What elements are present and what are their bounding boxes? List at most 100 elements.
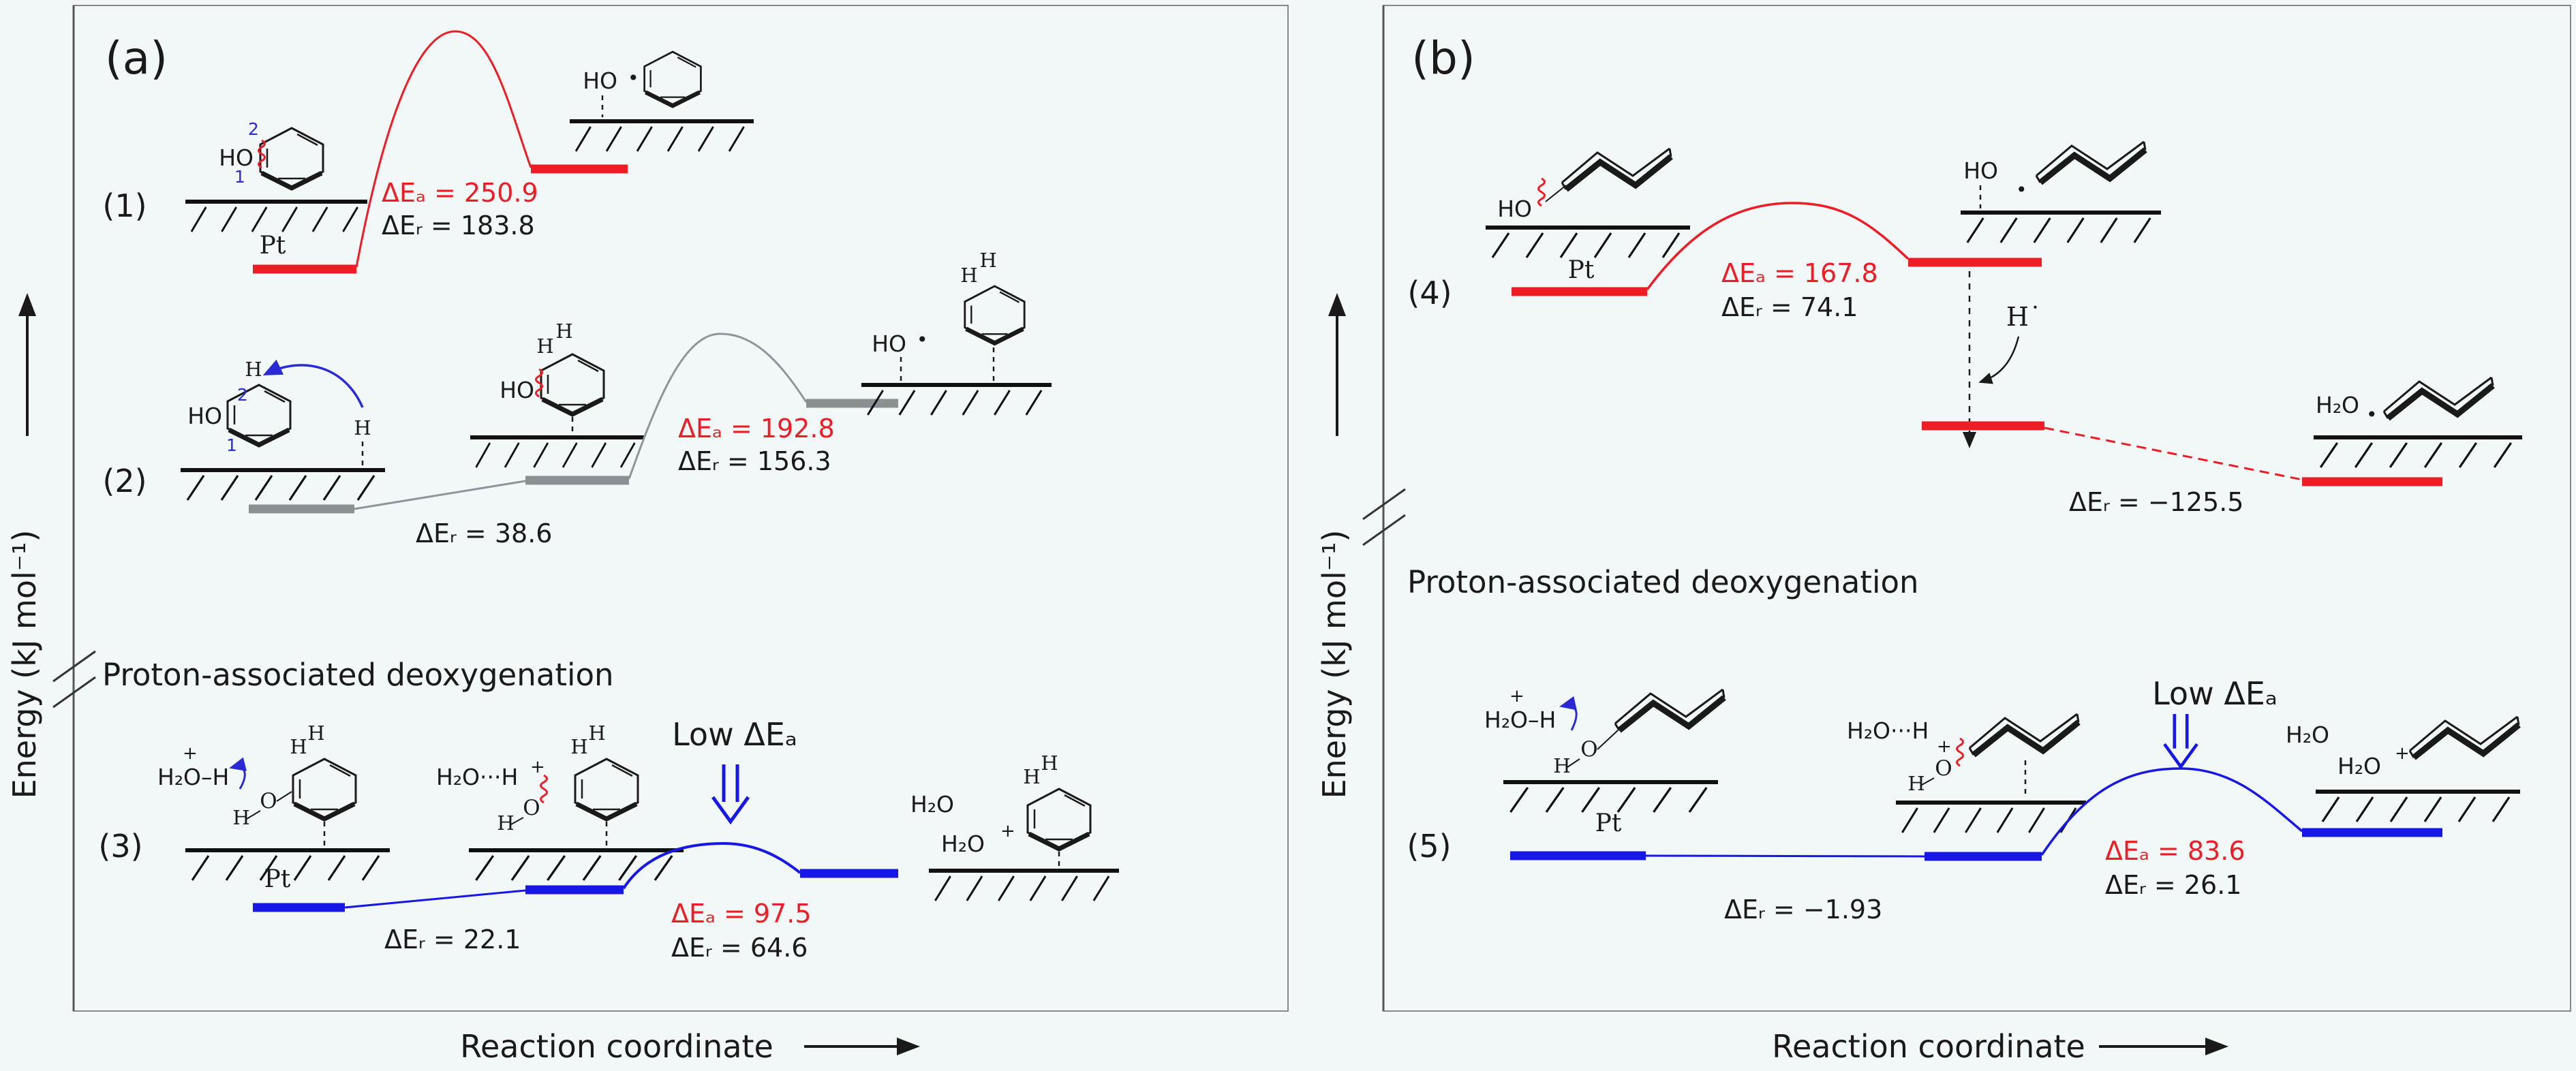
r2-barrier-curve [628, 332, 808, 480]
r2-ho-label: HO [187, 403, 222, 429]
r2-reactant-structure: HO H 2 1 H [181, 358, 385, 500]
r5-ea-value: ΔEₐ = 83.6 [2105, 836, 2245, 866]
bond [1545, 185, 1567, 202]
r2-ea-value: ΔEₐ = 192.8 [678, 414, 835, 444]
ring-icon [1028, 789, 1090, 849]
r1-prod-ho-label: HO [583, 67, 617, 94]
panel-b-energy-axis-label: Energy (kJ mol⁻¹) [1316, 530, 1353, 799]
pt-surface-icon [469, 850, 684, 880]
r3-int-h2: H [588, 721, 605, 745]
r2-prod-h1: H [960, 264, 977, 287]
bond [276, 791, 292, 802]
r1-site-1: 1 [234, 167, 245, 187]
pt-surface-icon [470, 437, 644, 467]
r3-ring-h1: H [290, 735, 307, 758]
r3-oh-h-label: H [232, 806, 249, 829]
r5-product-structure: H₂O H₂O + [2286, 717, 2520, 822]
r3-prod-plus: + [1000, 821, 1015, 841]
benzene-ring-icon [260, 128, 323, 188]
r5-water-hb-label: H₂O···H [1847, 717, 1929, 744]
r3-h2-label: H [497, 811, 514, 835]
r4-int-ho-label: HO [1963, 157, 1998, 184]
reaction-axis-arrowhead-icon [2205, 1038, 2228, 1055]
r3-prod-h2o-bottom: H₂O [941, 831, 985, 857]
r1-ho-label: HO [219, 144, 254, 171]
pt-surface-icon [1896, 803, 2086, 833]
h-removal-arrowhead-icon [1963, 432, 1976, 448]
r3-low-ea-annotation: Low ΔEₐ [672, 716, 797, 753]
r4-prod-radical-dot: • [2366, 403, 2378, 426]
r4-ea-value: ΔEₐ = 167.8 [1721, 258, 1878, 288]
panel-a-axis-break [52, 650, 96, 709]
panel-b-energy-axis: Energy (kJ mol⁻¹) [1316, 293, 1353, 798]
r4-prod-h2o-label: H₂O [2316, 392, 2359, 418]
pt-surface-icon [2314, 437, 2522, 467]
r2-int-h1: H [536, 335, 553, 358]
pt-surface-icon [929, 871, 1119, 901]
r4-er-value: ΔEᵣ = 74.1 [1721, 292, 1858, 322]
r5-intermediate-structure: H₂O···H + O H [1847, 714, 2086, 833]
panel-a-reaction-axis: Reaction coordinate [460, 1028, 920, 1065]
r4-ho-label: HO [1497, 196, 1532, 222]
pt-surface-icon [2316, 792, 2520, 822]
r3-hydronium-label: H₂O–H [157, 764, 229, 790]
cyclohexane-chair-icon [1615, 689, 1724, 730]
r4-intermediate-structure: HO • [1961, 142, 2161, 243]
low-ea-arrow-icon [2164, 714, 2197, 766]
h-radical-curved-arrow [1978, 336, 2020, 384]
co-scission-squiggle-icon [1537, 177, 1546, 207]
pt-surface-icon [185, 202, 367, 232]
r1-radical-dot: • [628, 67, 639, 89]
bond [1597, 730, 1619, 750]
low-ea-arrow-icon [713, 764, 748, 822]
r4-pt-label: Pt [1568, 256, 1595, 284]
r3-ring-h2: H [307, 721, 324, 745]
pt-surface-icon [1503, 782, 1718, 812]
r5-reactant-structure: H₂O–H + O H Pt [1484, 686, 1724, 837]
r5-hb-plus: + [1937, 736, 1952, 757]
reaction-axis-arrowhead-icon [897, 1038, 920, 1055]
r4-barrier-curve [1646, 202, 1910, 291]
r4-reactant-structure: HO Pt [1486, 149, 1690, 284]
r3-er-step-value: ΔEᵣ = 22.1 [384, 925, 521, 954]
reaction-3-number: (3) [98, 828, 142, 865]
r1-ea-value: ΔEₐ = 250.9 [382, 178, 538, 208]
r1-product-structure: HO • [570, 52, 754, 151]
h-transfer-arrow [262, 359, 364, 408]
proton-transfer-arrow [229, 757, 247, 790]
reaction-3: (3) H₂O–H + O H H H Pt H₂O···H + [98, 716, 1119, 963]
r2-step-connector [354, 480, 526, 510]
panel-a-reaction-axis-label: Reaction coordinate [460, 1028, 773, 1065]
r2-radical-dot: • [917, 328, 928, 351]
r2-site-2: 2 [237, 385, 248, 405]
r5-prod-h2o-bottom: H₂O [2337, 753, 2381, 779]
panel-a-energy-axis: Energy (kJ mol⁻¹) [6, 293, 43, 798]
reaction-1: (1) HO 2 1 Pt ΔEₐ = 250.9 ΔEᵣ = 183.8 HO… [102, 30, 754, 274]
r4-h-removal: H˙ [1963, 271, 2042, 448]
r5-barrier-curve [2040, 767, 2303, 856]
proton-transfer-arrow [1559, 696, 1578, 731]
r2-site-1: 1 [226, 435, 237, 455]
panel-b: Energy (kJ mol⁻¹) Reaction coordinate (b… [1316, 5, 2571, 1065]
reaction-4: (4) HO Pt ΔEₐ = 167.8 ΔEᵣ = 74.1 HO • [1407, 142, 2522, 517]
r1-pt-label: Pt [260, 232, 286, 260]
r5-o-label: O [1580, 737, 1597, 762]
r1-er-value: ΔEᵣ = 183.8 [382, 211, 535, 240]
panel-b-label: (b) [1411, 32, 1475, 84]
r2-er-value: ΔEᵣ = 156.3 [678, 446, 831, 476]
pt-surface-icon [181, 470, 385, 500]
r5-er-step-value: ΔEᵣ = −1.93 [1724, 895, 1882, 925]
r3-o-label: O [260, 789, 277, 813]
panel-a: Energy (kJ mol⁻¹) Reaction coordinate (a… [6, 5, 1289, 1065]
r2-int-h2: H [555, 320, 572, 343]
bond [246, 810, 261, 820]
r5-hydronium-plus: + [1509, 686, 1524, 707]
r3-er-value: ΔEᵣ = 64.6 [671, 933, 808, 963]
r5-er-value: ΔEᵣ = 26.1 [2105, 870, 2241, 900]
bond [1567, 758, 1580, 768]
panel-b-section-title: Proton-associated deoxygenation [1407, 564, 1919, 600]
r3-product-structure: H₂O H₂O + H H [910, 751, 1119, 901]
pt-surface-icon [570, 121, 754, 151]
r3-prod-h2: H [1041, 751, 1058, 775]
